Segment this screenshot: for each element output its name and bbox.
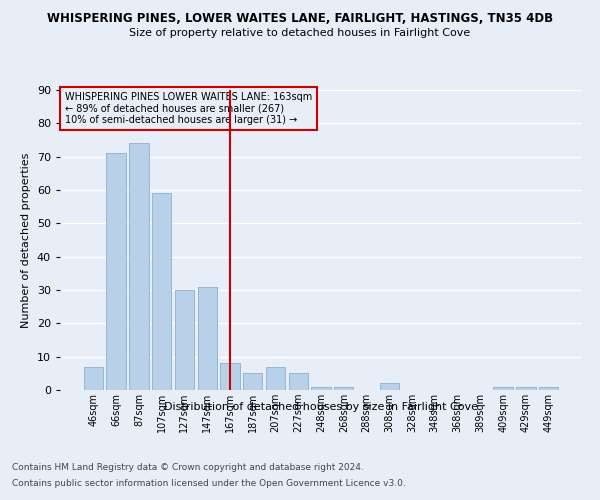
Bar: [311, 386, 331, 390]
Bar: [516, 386, 536, 390]
Bar: [334, 386, 353, 390]
Bar: [84, 366, 103, 390]
Bar: [197, 286, 217, 390]
Bar: [152, 194, 172, 390]
Bar: [380, 384, 399, 390]
Bar: [129, 144, 149, 390]
Text: WHISPERING PINES LOWER WAITES LANE: 163sqm
← 89% of detached houses are smaller : WHISPERING PINES LOWER WAITES LANE: 163s…: [65, 92, 313, 124]
Text: Contains public sector information licensed under the Open Government Licence v3: Contains public sector information licen…: [12, 478, 406, 488]
Bar: [243, 374, 262, 390]
Bar: [539, 386, 558, 390]
Bar: [266, 366, 285, 390]
Bar: [289, 374, 308, 390]
Bar: [493, 386, 513, 390]
Bar: [175, 290, 194, 390]
Text: Contains HM Land Registry data © Crown copyright and database right 2024.: Contains HM Land Registry data © Crown c…: [12, 464, 364, 472]
Text: Size of property relative to detached houses in Fairlight Cove: Size of property relative to detached ho…: [130, 28, 470, 38]
Y-axis label: Number of detached properties: Number of detached properties: [21, 152, 31, 328]
Text: Distribution of detached houses by size in Fairlight Cove: Distribution of detached houses by size …: [164, 402, 478, 412]
Text: WHISPERING PINES, LOWER WAITES LANE, FAIRLIGHT, HASTINGS, TN35 4DB: WHISPERING PINES, LOWER WAITES LANE, FAI…: [47, 12, 553, 26]
Bar: [220, 364, 239, 390]
Bar: [106, 154, 126, 390]
